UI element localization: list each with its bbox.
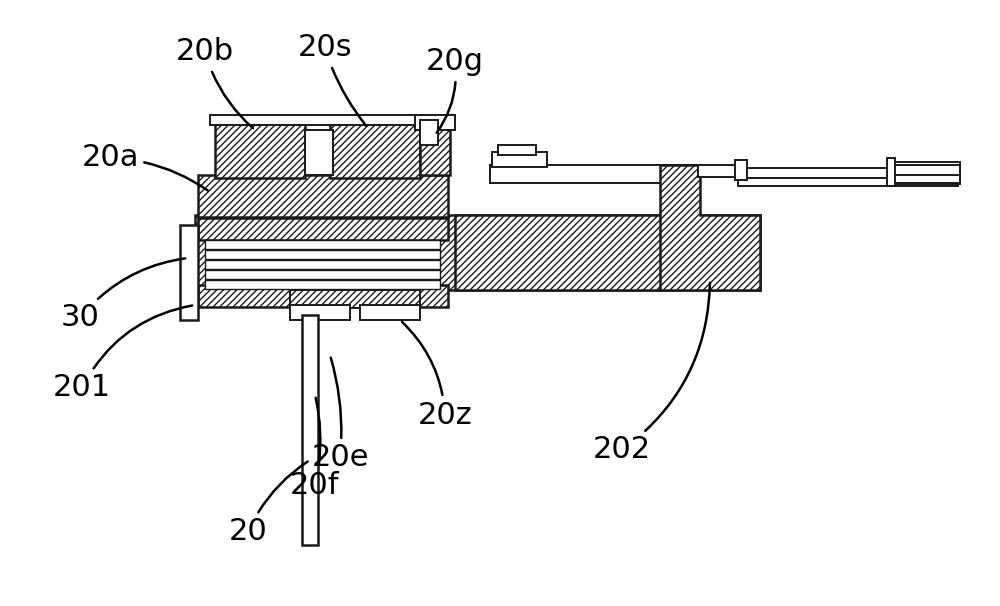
- Bar: [490, 165, 700, 183]
- Bar: [738, 178, 958, 186]
- Text: 20z: 20z: [402, 322, 472, 430]
- Text: 30: 30: [61, 258, 185, 333]
- Polygon shape: [660, 165, 760, 290]
- Bar: [330, 120, 420, 178]
- Bar: [198, 218, 448, 240]
- Bar: [180, 225, 198, 320]
- Bar: [210, 115, 425, 125]
- Bar: [492, 152, 547, 167]
- Text: 20b: 20b: [176, 38, 253, 128]
- Bar: [498, 145, 536, 155]
- Bar: [735, 160, 747, 180]
- Bar: [360, 305, 420, 320]
- Bar: [305, 130, 333, 175]
- Bar: [195, 215, 660, 290]
- Polygon shape: [455, 215, 760, 290]
- Text: 20: 20: [229, 462, 308, 547]
- Bar: [205, 260, 440, 269]
- Bar: [290, 290, 420, 308]
- Bar: [420, 125, 450, 175]
- Bar: [887, 158, 895, 186]
- Text: 20f: 20f: [290, 398, 340, 499]
- Bar: [890, 162, 960, 184]
- Bar: [205, 250, 440, 259]
- Text: 20e: 20e: [311, 358, 369, 473]
- Text: 20s: 20s: [298, 33, 366, 126]
- Text: 20g: 20g: [426, 47, 484, 133]
- Bar: [205, 270, 440, 279]
- Bar: [420, 120, 438, 145]
- Text: 201: 201: [53, 305, 192, 402]
- Text: 202: 202: [593, 283, 710, 465]
- Bar: [215, 120, 305, 178]
- Bar: [415, 115, 455, 130]
- Bar: [302, 315, 318, 545]
- Bar: [205, 240, 440, 249]
- Text: 20a: 20a: [81, 144, 208, 190]
- Bar: [205, 280, 440, 289]
- Bar: [290, 305, 350, 320]
- Bar: [198, 175, 448, 217]
- Bar: [735, 168, 960, 178]
- Bar: [698, 165, 738, 177]
- Bar: [198, 285, 448, 307]
